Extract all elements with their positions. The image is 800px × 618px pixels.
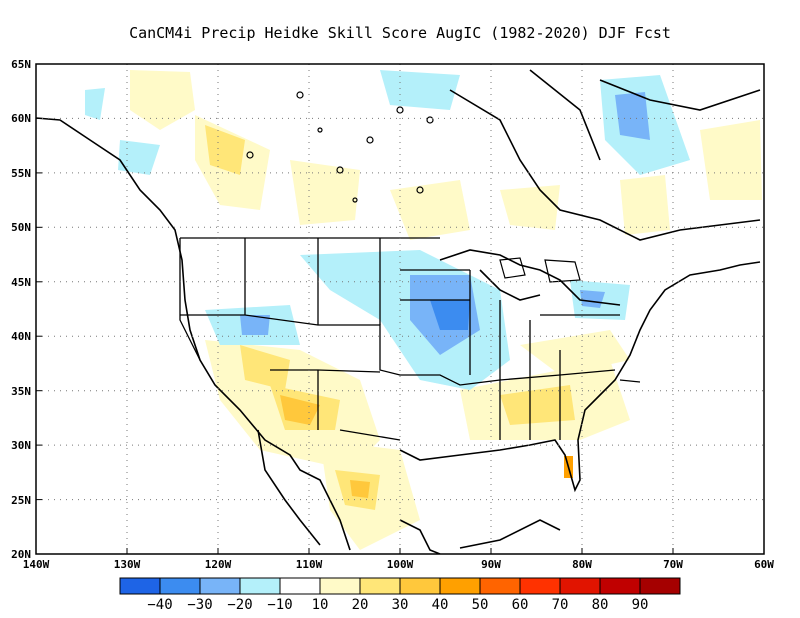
graticule [36, 64, 764, 554]
colorbar-swatch [359, 577, 401, 595]
lat-label: 35N [11, 385, 31, 398]
lat-label: 55N [11, 167, 31, 180]
map-field [36, 64, 764, 554]
colorbar-label: 10 [312, 597, 329, 613]
lakes-islands [246, 91, 641, 383]
lat-label: 60N [11, 112, 31, 125]
lon-label: 110W [296, 558, 323, 571]
lon-label: 90W [481, 558, 501, 571]
colorbar-swatch [519, 577, 561, 595]
coastlines [36, 69, 761, 554]
lat-label: 25N [11, 494, 31, 507]
lat-label: 40N [11, 330, 31, 343]
negative-skill-regions [85, 70, 690, 390]
colorbar-swatch [279, 577, 321, 595]
colorbar-label: −40 [147, 597, 172, 613]
lon-label: 60W [754, 558, 774, 571]
colorbar-swatch [199, 577, 241, 595]
colorbar: −40 −30 −20 −10 10 20 30 40 50 60 70 80 90 [119, 577, 681, 613]
lon-label: 140W [23, 558, 50, 571]
colorbar-label: −20 [227, 597, 252, 613]
colorbar-label: −10 [267, 597, 292, 613]
latitude-labels: 65N 60N 55N 50N 45N 40N 35N 30N 25N 20N [11, 58, 31, 561]
lat-label: 30N [11, 439, 31, 452]
colorbar-label: 50 [472, 597, 489, 613]
tick-marks [36, 63, 674, 554]
colorbar-swatch [639, 577, 681, 595]
colorbar-swatch [479, 577, 521, 595]
colorbar-label: 70 [552, 597, 569, 613]
colorbar-swatch [239, 577, 281, 595]
colorbar-swatch [159, 577, 201, 595]
lon-label: 70W [663, 558, 683, 571]
colorbar-label: 40 [432, 597, 449, 613]
colorbar-swatch [439, 577, 481, 595]
colorbar-swatch [319, 577, 361, 595]
lon-label: 120W [205, 558, 232, 571]
longitude-labels: 140W 130W 120W 110W 100W 90W 80W 70W 60W [23, 558, 775, 571]
colorbar-label: 80 [592, 597, 609, 613]
colorbar-label: 90 [632, 597, 649, 613]
colorbar-label: 20 [352, 597, 369, 613]
lat-label: 20N [11, 548, 31, 561]
map-title: CanCM4i Precip Heidke Skill Score AugIC … [129, 24, 671, 42]
colorbar-label: 60 [512, 597, 529, 613]
lat-label: 45N [11, 276, 31, 289]
colorbar-swatch [399, 577, 441, 595]
lon-label: 130W [114, 558, 141, 571]
colorbar-label: −30 [187, 597, 212, 613]
lon-label: 100W [387, 558, 414, 571]
colorbar-swatch [599, 577, 641, 595]
lon-label: 80W [572, 558, 592, 571]
colorbar-swatch [559, 577, 601, 595]
colorbar-label: 30 [392, 597, 409, 613]
colorbar-swatch [119, 577, 161, 595]
lat-label: 50N [11, 221, 31, 234]
positive-skill-regions [130, 70, 762, 550]
lat-label: 65N [11, 58, 31, 71]
